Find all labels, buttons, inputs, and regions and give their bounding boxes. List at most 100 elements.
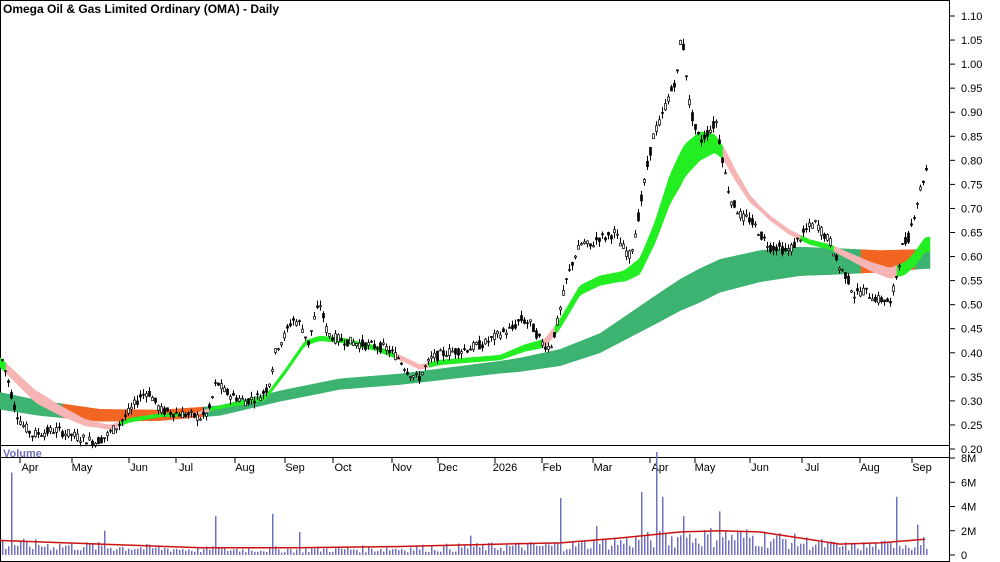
short-ema-ribbon-down [881, 265, 886, 278]
short-ema-ribbon-up [287, 360, 292, 371]
volume-bar [155, 547, 157, 555]
candle-body [460, 351, 463, 354]
candle-body [388, 349, 391, 354]
candle-body [34, 429, 37, 437]
short-ema-ribbon-down [53, 401, 58, 415]
volume-bar [191, 550, 193, 555]
volume-tick-label: 4M [961, 502, 976, 514]
volume-bar [830, 541, 832, 555]
volume-bar [794, 533, 796, 555]
month-label: May [72, 462, 93, 474]
volume-bar [587, 548, 589, 555]
volume-bar [410, 547, 412, 555]
volume-bar [278, 549, 280, 555]
short-ema-ribbon-down [101, 423, 106, 430]
month-label: Jun [751, 462, 769, 474]
volume-bar [44, 546, 46, 555]
short-ema-ribbon-down [839, 248, 844, 257]
candle-body [886, 298, 889, 303]
volume-bar [500, 547, 502, 555]
short-ema-ribbon-down [737, 173, 742, 190]
volume-bar [296, 549, 298, 555]
candle-body [256, 393, 259, 396]
candle-body [616, 233, 619, 236]
volume-bar [386, 547, 388, 555]
long-ema-ribbon-up [341, 378, 346, 390]
short-ema-ribbon-up [689, 136, 694, 172]
candle-body [598, 237, 601, 242]
volume-bar [902, 548, 904, 555]
price-tick-label: 0.75 [961, 179, 982, 191]
volume-bar [782, 538, 784, 555]
volume-bar [776, 535, 778, 555]
long-ema-ribbon-up [683, 275, 688, 310]
candle-body [97, 437, 100, 445]
volume-bar [116, 549, 118, 555]
short-ema-ribbon-up [653, 215, 658, 246]
long-ema-ribbon-down [98, 408, 103, 422]
short-ema-ribbon-up [713, 133, 718, 155]
candle-body [517, 319, 520, 322]
candle-body [907, 232, 910, 243]
candle-body [841, 269, 844, 271]
volume-bar [860, 550, 862, 555]
long-ema-ribbon-up [566, 345, 571, 364]
long-ema-ribbon-up [539, 352, 544, 369]
long-ema-ribbon-up [452, 366, 457, 379]
candle-body [55, 427, 58, 433]
candle-body [487, 340, 490, 343]
candle-body [64, 433, 67, 437]
candle-body [106, 432, 109, 436]
price-tick-label: 1.05 [961, 35, 982, 47]
chart-title: Omega Oil & Gas Limited Ordinary (OMA) -… [3, 2, 279, 16]
candle-body [67, 429, 70, 437]
long-ema-ribbon-up [740, 253, 745, 288]
long-ema-ribbon-up [641, 302, 646, 332]
short-ema-ribbon-up [923, 236, 928, 254]
candle-body [514, 324, 517, 329]
volume-bar [401, 548, 403, 555]
volume-label: Volume [3, 448, 42, 460]
volume-bar [479, 547, 481, 555]
volume-bar [68, 545, 70, 555]
short-ema-ribbon-up [560, 311, 565, 328]
volume-bar [488, 542, 490, 555]
volume-bar [242, 549, 244, 555]
volume-bar [47, 544, 49, 555]
candle-body [670, 86, 673, 92]
long-ema-ribbon-up [611, 322, 616, 347]
volume-bar [437, 551, 439, 555]
volume-bar [425, 551, 427, 555]
short-ema-ribbon-down [854, 254, 859, 265]
volume-tick-label: 0 [961, 550, 967, 562]
candle-body [577, 245, 580, 250]
short-ema-ribbon-down [758, 204, 763, 214]
candle-body [601, 233, 604, 236]
candle-body [490, 336, 493, 338]
volume-bar [56, 549, 58, 555]
volume-bar [209, 549, 211, 555]
volume-bar [38, 545, 40, 555]
long-ema-ribbon-up [0, 392, 4, 411]
candle-body [796, 237, 799, 240]
volume-bar [662, 496, 664, 555]
candle-body [199, 418, 202, 421]
short-ema-ribbon-up [671, 163, 676, 202]
long-ema-ribbon-up [620, 316, 625, 343]
short-ema-ribbon-up [443, 359, 448, 365]
volume-bar [869, 543, 871, 555]
long-ema-ribbon-up [551, 350, 556, 368]
short-ema-ribbon-up [518, 345, 523, 354]
candle-body [184, 413, 187, 417]
long-ema-ribbon-up [2, 392, 7, 411]
short-ema-ribbon-up [137, 416, 142, 422]
short-ema-ribbon-up [290, 355, 295, 367]
candle-body [16, 417, 19, 420]
long-ema-ribbon-down [110, 409, 115, 422]
volume-bar [785, 539, 787, 555]
candle-body [850, 290, 853, 293]
long-ema-ribbon-down [95, 408, 100, 422]
long-ema-ribbon-up [707, 263, 712, 299]
candle-body [232, 393, 235, 396]
volume-bar [659, 530, 661, 555]
